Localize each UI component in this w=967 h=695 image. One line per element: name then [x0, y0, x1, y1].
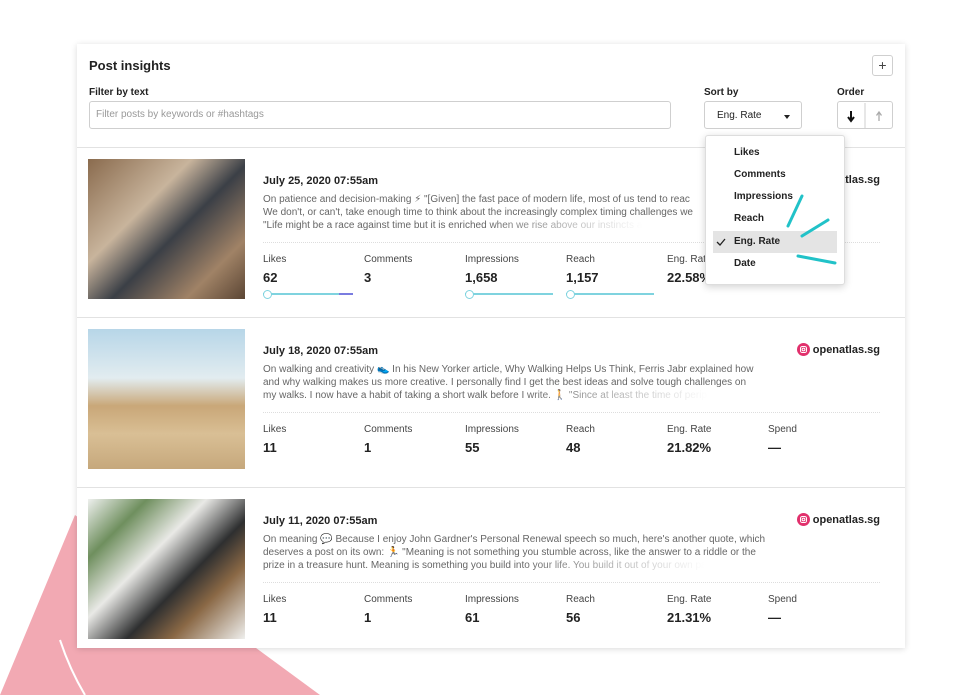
- metric-value: 1: [364, 610, 372, 625]
- progress-icon: [263, 290, 272, 299]
- progress-bar: [465, 293, 553, 295]
- metric-label: Comments: [364, 594, 413, 605]
- metric-value: 48: [566, 440, 581, 455]
- order-buttons: [837, 101, 893, 129]
- post-image: [88, 499, 245, 639]
- account: openatlas.sg: [796, 343, 880, 356]
- sort-option[interactable]: Reach: [734, 213, 765, 224]
- metric-value: 22.58%: [667, 270, 712, 285]
- check-icon: [716, 238, 726, 246]
- add-button[interactable]: +: [872, 55, 893, 76]
- progress-bar: [566, 293, 654, 295]
- post-text: prize in a treasure hunt. Meaning is som…: [263, 560, 729, 571]
- sort-option[interactable]: Eng. Rate: [734, 236, 781, 247]
- sort-selected: Eng. Rate: [717, 110, 762, 121]
- metric-label: Spend: [768, 594, 797, 605]
- metric-value: 1: [364, 440, 372, 455]
- post-text: my walks. I now have a habit of taking a…: [263, 390, 731, 401]
- metric-label: Comments: [364, 424, 413, 435]
- progress-bar: [339, 293, 353, 295]
- metric-label: Impressions: [465, 594, 519, 605]
- post-text: On patience and decision-making ⚡ "[Give…: [263, 194, 690, 205]
- filter-input[interactable]: Filter posts by keywords or #hashtags: [89, 101, 671, 129]
- metric-value: 11: [263, 440, 277, 455]
- metric-label: Eng. Rate: [667, 254, 712, 265]
- post-text: "Life might be a race against time but i…: [263, 220, 662, 231]
- post-row[interactable]: July 25, 2020 07:55am openatlas.sg On pati…: [77, 147, 905, 318]
- account-name: openatlas.sg: [812, 343, 880, 356]
- caret-icon: [784, 115, 790, 119]
- instagram-icon: [796, 343, 810, 356]
- metric-label: Comments: [364, 254, 413, 265]
- metric-value: 62: [263, 270, 278, 285]
- metric-label: Likes: [263, 254, 287, 265]
- metric-label: Reach: [566, 594, 595, 605]
- metric-label: Impressions: [465, 254, 519, 265]
- progress-icon: [566, 290, 575, 299]
- instagram-icon: [796, 513, 810, 526]
- metric-value: 21.31%: [667, 610, 712, 625]
- metric-label: Likes: [263, 594, 287, 605]
- metric-label: Eng. Rate: [667, 594, 712, 605]
- metric-value: 1,658: [465, 270, 498, 285]
- metric-value: 3: [364, 270, 372, 285]
- post-image: [88, 159, 245, 299]
- post-text: deserves a post on its own: 🏃 "Meaning i…: [263, 547, 756, 558]
- account: openatlas.sg: [796, 513, 880, 526]
- metric-value: 11: [263, 610, 277, 625]
- sort-label: Sort by: [704, 87, 739, 98]
- highlight-strokes: [786, 194, 837, 265]
- sort-option[interactable]: Comments: [734, 169, 786, 180]
- progress-icon: [465, 290, 474, 299]
- panel-title: Post insights: [89, 58, 171, 73]
- sort-option[interactable]: Date: [734, 258, 756, 269]
- sort-option[interactable]: Impressions: [734, 191, 793, 202]
- sort-select[interactable]: Eng. Rate: [704, 101, 802, 129]
- post-text: and why walking makes us more creative. …: [263, 377, 747, 388]
- post-row[interactable]: July 18, 2020 07:55am openatlas.sg On walk…: [77, 317, 905, 488]
- post-date: July 18, 2020 07:55am: [263, 345, 378, 357]
- metric-value: 21.82%: [667, 440, 712, 455]
- metric-value: —: [768, 440, 781, 455]
- metric-value: —: [768, 610, 781, 625]
- post-text: On walking and creativity 👟 In his New Y…: [263, 364, 754, 375]
- progress-bar: [263, 293, 339, 295]
- sort-option[interactable]: Likes: [734, 147, 760, 158]
- post-text: We don't, or can't, take enough time to …: [263, 207, 693, 218]
- filter-label: Filter by text: [89, 87, 149, 98]
- metric-value: 55: [465, 440, 480, 455]
- account-name: openatlas.sg: [812, 513, 880, 526]
- metric-value: 61: [465, 610, 480, 625]
- metric-label: Reach: [566, 424, 595, 435]
- post-row[interactable]: July 11, 2020 07:55am openatlas.sg On mean…: [77, 487, 905, 648]
- metric-value: 1,157: [566, 270, 599, 285]
- order-icons[interactable]: [838, 102, 894, 130]
- metric-label: Reach: [566, 254, 595, 265]
- divider: [263, 412, 880, 413]
- post-date: July 25, 2020 07:55am: [263, 175, 378, 187]
- metric-label: Spend: [768, 424, 797, 435]
- post-image: [88, 329, 245, 469]
- post-text: On meaning 💬 Because I enjoy John Gardne…: [263, 534, 766, 545]
- metric-label: Eng. Rate: [667, 424, 712, 435]
- metric-label: Likes: [263, 424, 287, 435]
- metric-label: Impressions: [465, 424, 519, 435]
- order-label: Order: [837, 87, 865, 98]
- metric-value: 56: [566, 610, 581, 625]
- divider: [263, 242, 880, 243]
- sort-dropdown: Likes Comments Impressions Reach Eng. Rate Da…: [705, 135, 845, 285]
- post-date: July 11, 2020 07:55am: [263, 515, 378, 527]
- divider: [263, 582, 880, 583]
- selected-highlight: [713, 231, 837, 253]
